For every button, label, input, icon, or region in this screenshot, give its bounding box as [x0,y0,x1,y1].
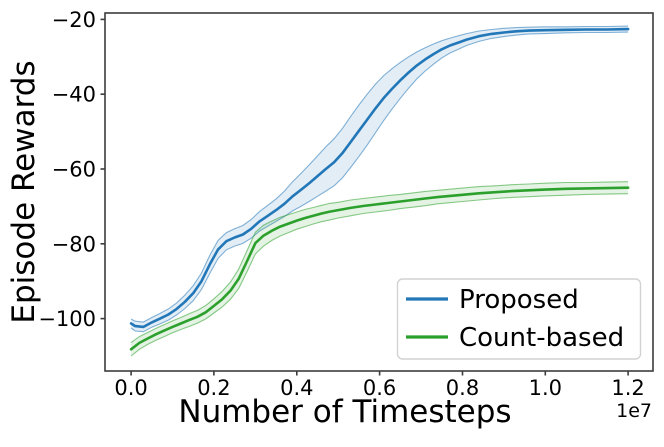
proposed-band [131,26,629,332]
x-tick-label: 0.8 [446,376,479,400]
proposed-band-edge-upper [130,25,629,323]
x-tick-label: 1.0 [529,376,562,400]
series-lines [129,27,630,351]
tick-marks [100,18,629,376]
legend-label-count-based: Count-based [459,323,624,353]
y-tick-label: −80 [52,232,96,256]
x-axis-scale-offset: 1e7 [616,400,652,422]
x-tick-label: 0.0 [114,376,147,400]
legend-label-proposed: Proposed [459,285,579,315]
y-tick-label: −20 [52,8,96,32]
y-tick-label: −100 [38,307,96,331]
count-based-band-edge-lower [130,193,629,357]
y-tick-label: −60 [52,158,96,182]
proposed-line [129,27,630,329]
x-tick-label: 0.4 [280,376,313,400]
legend-box [396,278,642,360]
y-axis-label: Episode Rewards [6,60,42,323]
confidence-bands [130,25,629,357]
tick-labels: 0.0 0.2 0.4 0.6 0.8 1.0 1.2 −20 −40 −60 −80 −100 [38,8,644,400]
proposed-band-edge-lower [130,31,629,333]
legend: Proposed Count-based [396,278,642,360]
y-tick-label: −40 [52,83,96,107]
x-tick-label: 0.2 [197,376,230,400]
x-tick-label: 0.6 [363,376,396,400]
count-based-band-edge-upper [130,181,629,344]
count-based-line [129,186,630,351]
x-tick-label: 1.2 [611,376,644,400]
x-axis-label: Number of Timesteps [178,394,511,430]
